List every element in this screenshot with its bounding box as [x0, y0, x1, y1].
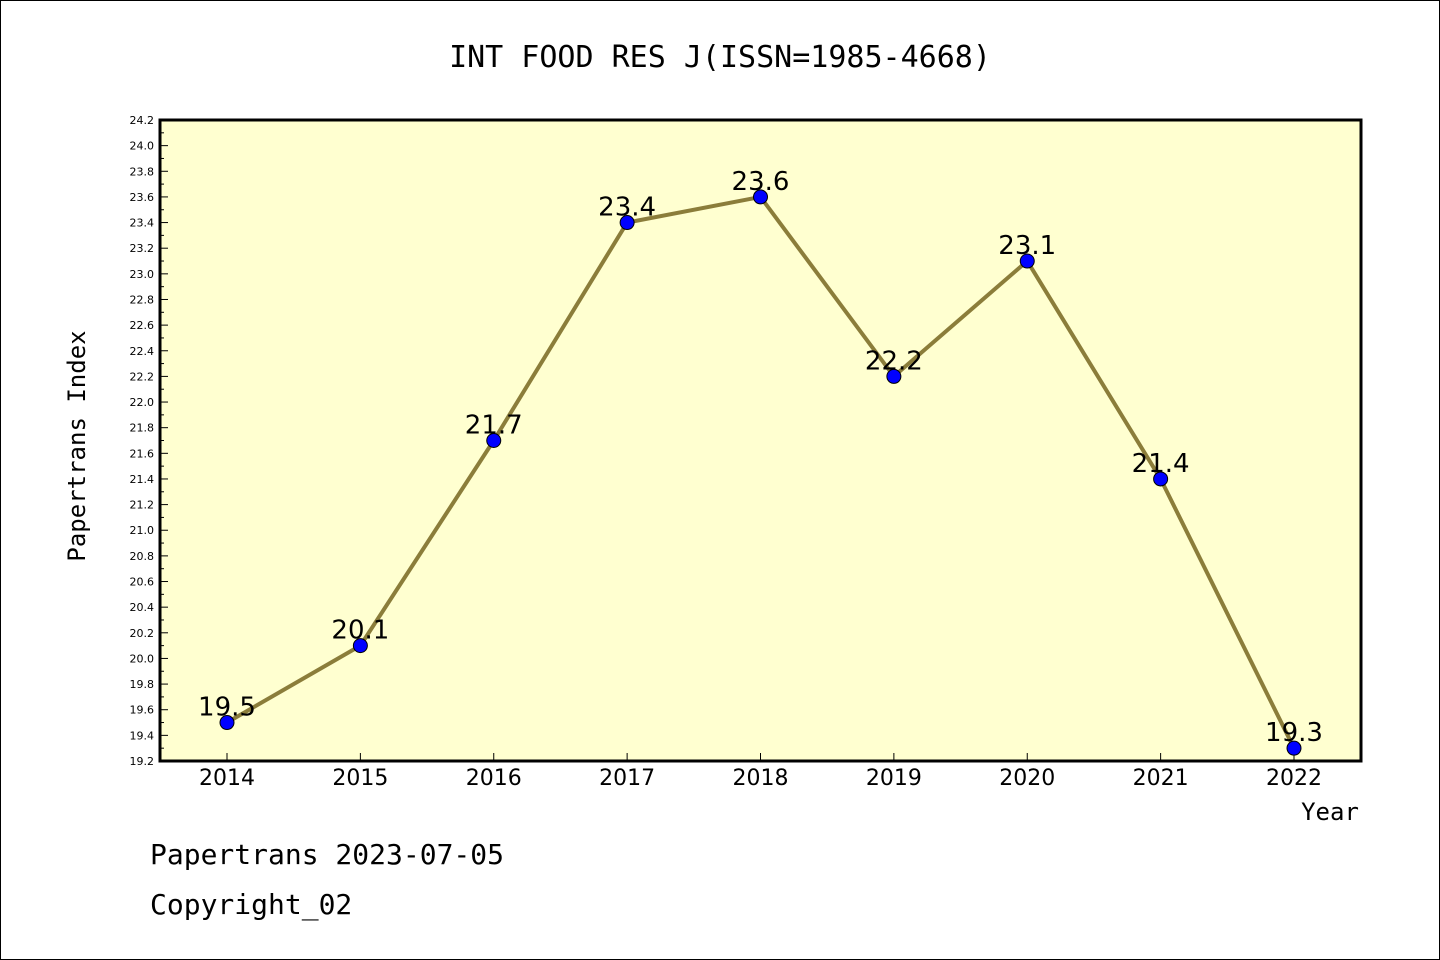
y-tick-label: 21.4 — [130, 473, 155, 486]
plot-area — [160, 120, 1361, 761]
data-point — [619, 215, 635, 231]
data-label: 23.6 — [732, 167, 790, 197]
data-point — [1286, 740, 1302, 756]
x-tick-label: 2020 — [999, 766, 1055, 791]
y-tick-label: 22.4 — [130, 345, 155, 358]
data-point — [1019, 253, 1035, 269]
x-tick-label: 2017 — [599, 766, 655, 791]
plot-border — [158, 118, 1363, 763]
y-tick-label: 23.2 — [130, 242, 155, 255]
data-point — [886, 368, 902, 384]
y-tick-label: 21.0 — [130, 524, 155, 537]
x-tick-label: 2022 — [1266, 766, 1322, 791]
y-axis-label: Papertrans Index — [63, 330, 91, 561]
x-tick-label: 2016 — [466, 766, 522, 791]
y-tick-label: 19.8 — [130, 678, 155, 691]
data-label: 22.2 — [865, 346, 923, 376]
footer-date: Papertrans 2023-07-05 — [150, 838, 504, 871]
data-label: 23.4 — [598, 193, 656, 223]
y-tick-label: 22.0 — [130, 396, 155, 409]
y-tick-label: 24.2 — [130, 114, 155, 127]
x-axis-label: Year — [1301, 798, 1359, 826]
y-tick-label: 20.8 — [130, 550, 155, 563]
x-tick-label: 2014 — [199, 766, 255, 791]
y-tick-label: 21.2 — [130, 499, 155, 512]
y-tick-label: 23.8 — [130, 165, 155, 178]
data-label: 19.5 — [198, 693, 256, 723]
y-tick-label: 20.0 — [130, 652, 155, 665]
y-tick-label: 24.0 — [130, 140, 155, 153]
x-tick-label: 2019 — [866, 766, 922, 791]
footer-copyright: Copyright_02 — [150, 888, 352, 922]
data-point — [486, 433, 502, 448]
x-axis: 2014 2015 2016 2017 2018 2019 2020 2021 2022 — [199, 753, 1322, 791]
y-tick-label: 19.4 — [130, 729, 155, 742]
y-tick-label: 20.6 — [130, 576, 155, 589]
y-tick-label: 19.2 — [130, 755, 155, 768]
x-tick-label: 2018 — [733, 766, 789, 791]
y-tick-label: 23.0 — [130, 268, 155, 281]
chart-title: INT FOOD RES J(ISSN=1985-4668) — [449, 40, 991, 75]
data-point — [219, 715, 235, 731]
data-point — [1153, 471, 1169, 487]
data-labels: 19.5 20.1 21.7 23.4 23.6 22.2 23.1 21.4 19.3 — [198, 167, 1323, 748]
data-label: 19.3 — [1265, 718, 1323, 748]
data-point — [753, 189, 768, 205]
y-tick-label: 21.6 — [130, 447, 155, 460]
y-tick-label: 23.6 — [130, 191, 155, 204]
x-tick-label: 2015 — [332, 766, 388, 791]
y-tick-label: 22.2 — [130, 370, 155, 383]
y-axis: 19.2 19.4 19.6 19.8 20.0 20.2 20.4 20.6 20.8 21.0… — [130, 114, 168, 768]
data-label: 21.7 — [465, 411, 523, 441]
data-markers — [219, 189, 1302, 756]
data-label: 23.1 — [998, 231, 1056, 261]
y-tick-label: 23.4 — [130, 217, 155, 230]
data-label: 21.4 — [1132, 449, 1190, 479]
y-tick-label: 20.4 — [130, 601, 155, 614]
x-tick-label: 2021 — [1133, 766, 1189, 791]
y-tick-label: 22.6 — [130, 319, 155, 332]
data-label: 20.1 — [331, 616, 389, 646]
data-point — [352, 638, 368, 654]
y-tick-label: 22.8 — [130, 293, 155, 306]
y-tick-label: 21.8 — [130, 422, 155, 435]
y-tick-label: 19.6 — [130, 704, 155, 717]
y-tick-label: 20.2 — [130, 627, 155, 640]
